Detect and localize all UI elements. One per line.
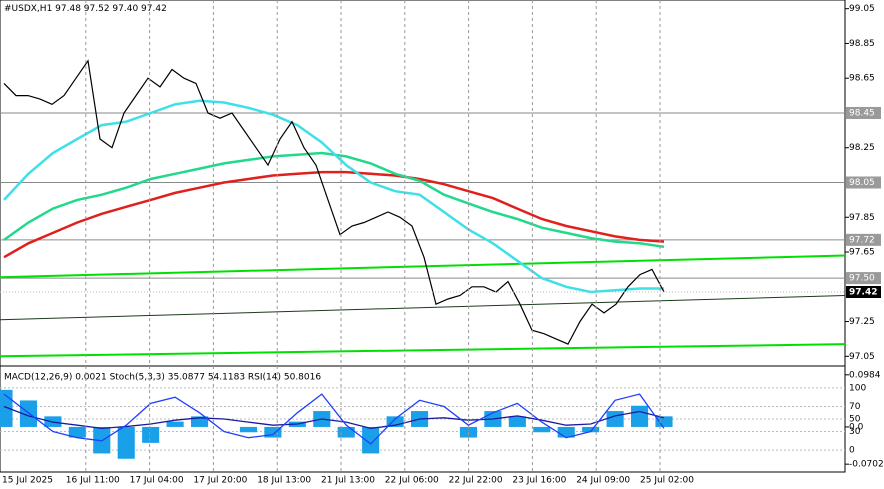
series-line <box>3 99 664 294</box>
y2-tick-label: 30 <box>849 427 861 437</box>
macd-bar <box>0 389 13 427</box>
y2-tick-label: 0 <box>849 446 855 456</box>
x-tick-label: 22 Jul 06:00 <box>385 476 439 486</box>
y2-tick-label: 70 <box>849 402 861 412</box>
series-line <box>3 393 665 445</box>
symbol-label: #USDX,H1 97.48 97.52 97.40 97.42 <box>4 4 167 14</box>
macd-bar <box>582 426 600 433</box>
macd-bar <box>508 416 526 427</box>
y-tick-label: 97.65 <box>849 248 875 258</box>
y2-tick-label: 50 <box>849 415 861 425</box>
y-tick-label: 98.85 <box>849 39 875 49</box>
macd-bar <box>239 426 257 433</box>
y-tick-label: 97.25 <box>849 317 875 327</box>
macd-bar <box>68 426 86 438</box>
y-tick-label: 97.85 <box>849 213 875 223</box>
macd-bar <box>337 426 355 438</box>
x-tick-label: 16 Jul 11:00 <box>66 476 120 486</box>
level-tag <box>846 106 881 119</box>
symbol: #USDX,H1 <box>4 4 52 14</box>
macd-bar <box>142 426 160 443</box>
x-tick-label: 17 Jul 20:00 <box>193 476 247 486</box>
macd-bar <box>264 426 282 438</box>
y-tick-label: 98.25 <box>849 143 875 153</box>
macd-bar <box>191 416 209 427</box>
macd-bar <box>117 426 135 459</box>
trend-line <box>0 294 846 321</box>
macd-bar <box>655 416 673 427</box>
current-tag <box>846 286 881 298</box>
level-label: 98.05 <box>849 178 875 188</box>
level-label: 97.50 <box>849 274 875 284</box>
macd-bar <box>19 400 37 427</box>
ohlc: 97.48 97.52 97.40 97.42 <box>55 4 167 14</box>
current-label: 97.42 <box>849 288 877 298</box>
level-tag <box>846 272 881 285</box>
x-tick-label: 21 Jul 13:00 <box>321 476 375 486</box>
macd-bar <box>631 405 649 427</box>
x-tick-label: 17 Jul 04:00 <box>130 476 184 486</box>
macd-bar <box>533 426 551 433</box>
level-label: 98.45 <box>849 108 875 118</box>
x-tick-label: 15 Jul 2025 <box>2 476 53 486</box>
y-tick-label: 98.65 <box>849 74 875 84</box>
indicator-label: MACD(12,26,9) 0.0021 Stoch(5,3,3) 35.087… <box>4 373 321 383</box>
trend-line <box>0 343 846 358</box>
plot-frame <box>0 0 846 473</box>
x-tick-label: 24 Jul 09:00 <box>576 476 630 486</box>
x-tick-label: 23 Jul 16:00 <box>512 476 566 486</box>
macd-bar <box>362 426 380 454</box>
series-line <box>3 59 665 345</box>
level-label: 97.72 <box>849 235 875 245</box>
level-tag <box>846 176 881 189</box>
macd-bar <box>557 426 575 438</box>
x-tick-label: 25 Jul 02:00 <box>640 476 694 486</box>
series-line <box>3 170 665 259</box>
macd-bar <box>166 421 184 427</box>
y-tick-label: 97.05 <box>849 352 875 362</box>
y2-tick-label: 100 <box>849 383 866 393</box>
level-tag <box>846 233 881 246</box>
y-tick-label: 0.0 <box>849 422 864 432</box>
y-tick-label: 99.05 <box>849 4 875 14</box>
macd-bar <box>386 416 404 427</box>
series-line <box>3 405 665 430</box>
x-tick-label: 22 Jul 22:00 <box>449 476 503 486</box>
macd-bar <box>606 411 624 427</box>
trend-line <box>0 254 846 279</box>
y-tick-label: 0.0984 <box>849 370 881 380</box>
x-tick-label: 18 Jul 13:00 <box>257 476 311 486</box>
y-tick-label: -0.0702 <box>849 460 884 470</box>
